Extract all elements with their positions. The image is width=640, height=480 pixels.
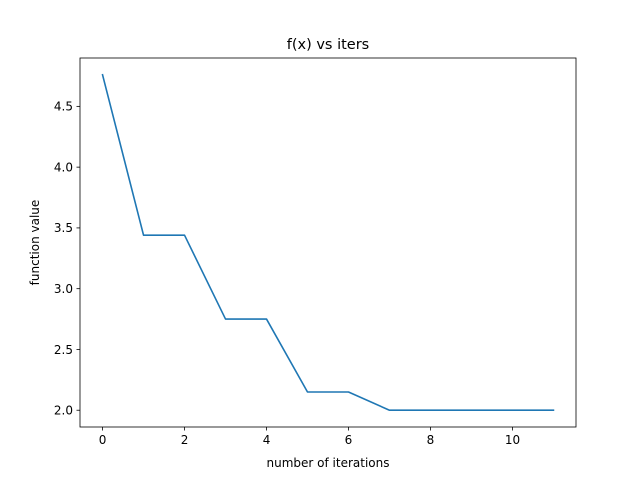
y-tick-label: 4.5 <box>54 100 73 114</box>
series-line <box>101 73 555 412</box>
y-axis-ticks: 2.0 2.5 3.0 3.5 4.0 4.5 <box>54 100 80 418</box>
plot-frame <box>79 57 577 428</box>
x-axis-ticks: 0 2 4 6 8 10 <box>99 427 520 447</box>
x-tick-label: 0 <box>99 433 107 447</box>
y-tick-label: 2.0 <box>54 404 73 418</box>
x-axis-label: number of iterations <box>267 456 390 470</box>
y-tick-label: 2.5 <box>54 343 73 357</box>
x-tick-label: 10 <box>505 433 520 447</box>
x-tick-label: 8 <box>427 433 435 447</box>
x-tick-label: 6 <box>345 433 353 447</box>
plot-area <box>80 58 576 427</box>
series-layer <box>101 73 555 412</box>
y-tick-label: 3.5 <box>54 221 73 235</box>
y-axis-label: function value <box>28 200 42 286</box>
x-tick-label: 4 <box>263 433 271 447</box>
x-tick-label: 2 <box>181 433 189 447</box>
chart-title: f(x) vs iters <box>287 37 370 53</box>
y-tick-label: 4.0 <box>54 160 73 174</box>
y-tick-label: 3.0 <box>54 282 73 296</box>
